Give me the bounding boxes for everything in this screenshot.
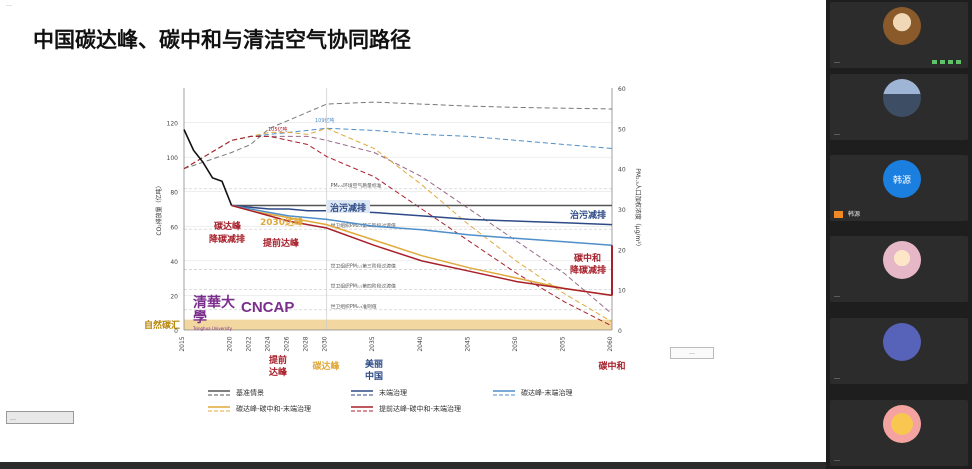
x-tick-label: 2040 [417, 336, 424, 351]
x-tick-label: 2015 [179, 336, 186, 351]
x-tick-label: 2024 [265, 336, 272, 351]
annotation-carbon-peak-l2: 降碳减排 [209, 233, 245, 245]
annotation-pollution-reduce: 治污减排 [330, 202, 366, 214]
x-annotation-early-l2: 达峰 [269, 366, 288, 378]
pm-series-line [183, 135, 613, 327]
annotation-carbon-neutral-l2: 降碳减排 [570, 264, 606, 276]
annotation-carbon-neutral-l1: 碳中和 [574, 252, 601, 264]
participant-avatar [883, 7, 921, 45]
legend-label: 基准情景 [236, 388, 264, 397]
signal-icon [932, 60, 962, 64]
annotation-peak-2030: 2030达峰 [260, 216, 304, 228]
legend-label: 提前达峰-碳中和-末端治理 [379, 404, 461, 413]
co2-series-line [231, 204, 613, 297]
y2-tick-label: 0 [618, 328, 622, 335]
pm-series-line [183, 101, 613, 170]
participant-tile[interactable]: … [830, 318, 968, 384]
participant-avatar [883, 323, 921, 361]
participant-name: … [834, 292, 840, 299]
reference-line-label: 世卫组织PM₂.₅准则值 [331, 303, 377, 310]
y-tick-label: 60 [170, 224, 178, 231]
legend-label: 碳达峰-碳中和-末端治理 [236, 404, 311, 413]
participant-name: … [834, 374, 840, 381]
x-annotation-peak: 碳达峰 [312, 360, 340, 372]
x-tick-label: 2020 [227, 336, 234, 351]
slide-bottom-left-control[interactable]: … [6, 411, 74, 424]
tsinghua-logo-en: Tsinghua University [193, 326, 233, 331]
tsinghua-logo: 清華大學 Tsinghua University [193, 296, 243, 332]
participant-tile[interactable]: 韩源 韩源 [830, 155, 968, 221]
participant-tile[interactable]: … [830, 2, 968, 68]
participant-avatar [883, 405, 921, 443]
y2-tick-label: 50 [618, 126, 626, 133]
speaker-icon [834, 211, 843, 218]
pm-series-line [183, 135, 613, 315]
participant-avatar: 韩源 [883, 160, 921, 198]
y-tick-label: 40 [170, 259, 178, 266]
zoom-control[interactable]: … [670, 347, 714, 359]
co2-historical-line [183, 129, 233, 206]
x-tick-label: 2055 [559, 336, 566, 351]
reference-line-label: 世卫组织PM₂.₅第四阶段过渡值 [331, 283, 396, 290]
x-tick-label: 2060 [607, 336, 614, 351]
y2-tick-label: 60 [618, 86, 626, 93]
y2-tick-label: 10 [618, 288, 626, 295]
participant-name: 韩源 [848, 211, 861, 218]
y-tick-label: 120 [167, 121, 179, 128]
participant-avatar-initials: 韩源 [892, 175, 911, 186]
x-tick-label: 2030 [322, 336, 329, 351]
co2-series-line [231, 204, 613, 297]
pm-series-line [183, 127, 613, 170]
x-annotation-beautiful-l2: 中国 [365, 370, 383, 382]
reference-line-label: 世卫组织PM₂.₅第三阶段过渡值 [331, 263, 396, 270]
y2-tick-label: 20 [618, 247, 626, 254]
natural-sink-label: 自然碳汇 [144, 319, 180, 331]
slide-title: 中国碳达峰、碳中和与清洁空气协同路径 [33, 28, 411, 52]
participant-panel: … … 韩源 韩源 … … … [826, 0, 972, 469]
x-tick-label: 2045 [464, 336, 471, 351]
annotation-pollution-reduce-right: 治污减排 [570, 209, 606, 221]
cncap-logo: CNCAP [241, 299, 295, 316]
participant-name: … [834, 58, 840, 65]
x-annotation-early-l1: 提前 [269, 354, 287, 366]
y2-tick-label: 30 [618, 207, 626, 214]
legend-label: 碳达峰-末端治理 [521, 388, 573, 397]
participant-avatar [883, 241, 921, 279]
x-tick-label: 2050 [512, 336, 519, 351]
pollution-reduce-box [326, 200, 370, 213]
y-tick-label: 20 [170, 293, 178, 300]
tsinghua-logo-text: 清華大學 [193, 295, 235, 326]
y2-axis-label: PM₂.₅人口加权浓度（μg/m³） [634, 168, 642, 249]
legend-label: 末端治理 [379, 388, 407, 397]
reference-line-label: 世卫组织PM₂.₅第二阶段过渡值 [331, 222, 396, 229]
x-annotation-neutral: 碳中和 [598, 360, 625, 372]
y-tick-label: 0 [174, 328, 178, 335]
x-tick-label: 2028 [303, 336, 310, 351]
participant-tile[interactable]: … [830, 74, 968, 140]
x-tick-label: 2022 [246, 336, 253, 351]
bottom-toolbar [0, 462, 972, 469]
presentation-slide: … 中国碳达峰、碳中和与清洁空气协同路径 自然碳汇 PM₂.₅环境空气质量标准世… [0, 0, 826, 462]
participant-tile[interactable]: … [830, 400, 968, 466]
y-tick-label: 100 [167, 155, 179, 162]
annotation-carbon-peak-l1: 碳达峰 [214, 220, 242, 232]
emission-pathway-chart: 自然碳汇 PM₂.₅环境空气质量标准世卫组织PM₂.₅第二阶段过渡值世卫组织PM… [144, 86, 642, 413]
participant-avatar [883, 79, 921, 117]
reference-line-label: PM₂.₅环境空气质量标准 [331, 182, 382, 189]
x-annotation-beautiful-l1: 美丽 [365, 358, 383, 370]
participant-name: … [834, 456, 840, 463]
slide-top-label: … [6, 1, 12, 8]
y-tick-label: 80 [170, 190, 178, 197]
annotation-pm-109: 109亿吨 [315, 117, 335, 124]
natural-sink-band [184, 319, 612, 330]
y2-tick-label: 40 [618, 167, 626, 174]
annotation-pm-105: 105亿吨 [268, 126, 288, 133]
annotation-early-peak: 提前达峰 [263, 237, 300, 249]
participant-name: … [834, 130, 840, 137]
y-axis-label: CO₂排放量（亿吨） [155, 182, 163, 235]
co2-series-line [231, 204, 613, 247]
x-tick-label: 2026 [284, 336, 291, 351]
participant-tile[interactable]: … [830, 236, 968, 302]
x-tick-label: 2035 [369, 336, 376, 351]
